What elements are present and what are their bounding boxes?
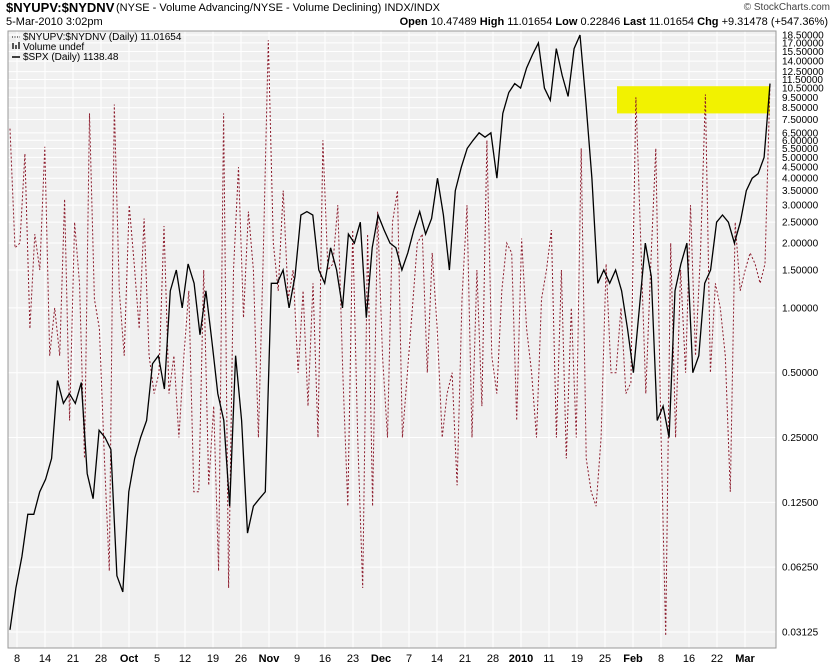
legend-entry-label: $NYUPV:$NYDNV (Daily) 11.01654	[23, 32, 182, 43]
y-tick-label: 5.50000	[782, 144, 819, 155]
y-tick-label: 1.00000	[782, 303, 819, 314]
y-tick-label: 10.50000	[782, 83, 824, 94]
x-tick-label: Oct	[120, 653, 139, 663]
y-tick-label: 0.06250	[782, 563, 819, 574]
legend-entry-label: $SPX (Daily) 1138.48	[23, 52, 119, 63]
quote-datetime: 5-Mar-2010 3:02pm	[6, 16, 103, 28]
x-tick-label: 16	[683, 653, 695, 663]
brand-watermark: © StockCharts.com	[743, 2, 830, 13]
y-tick-label: 3.00000	[782, 201, 819, 212]
y-tick-label: 15.50000	[782, 47, 824, 58]
low-label: Low	[555, 16, 578, 28]
x-tick-label: 19	[571, 653, 583, 663]
y-tick-label: 17.00000	[782, 38, 824, 49]
x-tick-label: Dec	[371, 653, 391, 663]
y-tick-label: 9.50000	[782, 93, 819, 104]
chg-label: Chg	[697, 16, 719, 28]
chart-description: (NYSE - Volume Advancing/NYSE - Volume D…	[116, 2, 441, 14]
x-tick-label: 5	[154, 653, 160, 663]
x-tick-label: 9	[294, 653, 300, 663]
y-tick-label: 0.25000	[782, 433, 819, 444]
x-tick-label: 23	[347, 653, 359, 663]
y-tick-label: 8.50000	[782, 103, 819, 114]
y-tick-label: 14.00000	[782, 57, 824, 68]
y-tick-label: 3.50000	[782, 186, 819, 197]
legend-swatch-bar	[12, 43, 14, 49]
y-tick-label: 7.50000	[782, 115, 819, 126]
x-tick-label: Nov	[259, 653, 281, 663]
y-tick-label: 4.00000	[782, 174, 819, 185]
x-axis: 8 14 21 28 Oct 5 12 19 26 Nov 9 16 23 Dec 7 14 21 28 2010 1…	[14, 653, 756, 663]
y-tick-label: 4.50000	[782, 163, 819, 174]
y-tick-label: 0.03125	[782, 628, 819, 639]
y-tick-label: 2.50000	[782, 218, 819, 229]
chg-value: +9.31478 (+547.36%)	[721, 16, 828, 28]
x-tick-label: 8	[14, 653, 20, 663]
y-axis: 18.5000017.0000015.5000014.0000012.50000…	[782, 31, 824, 639]
series-layer	[9, 34, 771, 636]
y-tick-label: 6.00000	[782, 136, 819, 147]
x-tick-label: Feb	[623, 653, 643, 663]
y-tick-label: 12.50000	[782, 67, 824, 78]
x-tick-label: 12	[179, 653, 191, 663]
legend-swatch-bar	[15, 45, 17, 49]
y-tick-label: 0.50000	[782, 368, 819, 379]
x-tick-label: 2010	[509, 653, 533, 663]
y-tick-label: 5.00000	[782, 153, 819, 164]
x-tick-label: 28	[487, 653, 499, 663]
x-tick-label: 28	[95, 653, 107, 663]
legend-swatch-bar	[18, 42, 20, 49]
high-label: High	[479, 16, 505, 28]
plot-border	[7, 30, 777, 649]
x-tick-label: 26	[235, 653, 247, 663]
x-tick-label: 22	[711, 653, 723, 663]
y-tick-label: 6.50000	[782, 128, 819, 139]
x-tick-label: 7	[406, 653, 412, 663]
x-tick-label: 21	[459, 653, 471, 663]
grid-lines	[8, 31, 776, 648]
x-tick-label: 21	[67, 653, 79, 663]
x-tick-label: 8	[658, 653, 664, 663]
high-value: 11.01654	[507, 16, 553, 28]
y-tick-label: 11.50000	[782, 75, 823, 86]
open-value: 10.47489	[430, 16, 477, 28]
y-tick-label: 18.50000	[782, 31, 824, 42]
y-tick-label: 1.50000	[782, 265, 819, 276]
last-label: Last	[623, 16, 646, 28]
x-tick-label: 11	[543, 653, 554, 663]
x-tick-label: 14	[431, 653, 443, 663]
spx-series-line	[9, 34, 771, 630]
legend-entry-label: Volume undef	[23, 42, 84, 53]
highlight-zone	[617, 86, 770, 114]
x-tick-label: 25	[599, 653, 611, 663]
quote-summary: Open 10.47489 High 11.01654 Low 0.22846 …	[400, 16, 828, 28]
chart-symbol: $NYUPV:$NYDNV	[6, 0, 115, 15]
y-tick-label: 0.12500	[782, 498, 819, 509]
x-tick-label: Mar	[735, 653, 755, 663]
x-tick-label: 16	[319, 653, 331, 663]
open-label: Open	[399, 16, 428, 28]
low-value: 0.22846	[580, 16, 621, 28]
y-tick-label: 2.00000	[782, 239, 819, 250]
last-value: 11.01654	[648, 16, 695, 28]
x-tick-label: 19	[207, 653, 219, 663]
x-tick-label: 14	[39, 653, 51, 663]
